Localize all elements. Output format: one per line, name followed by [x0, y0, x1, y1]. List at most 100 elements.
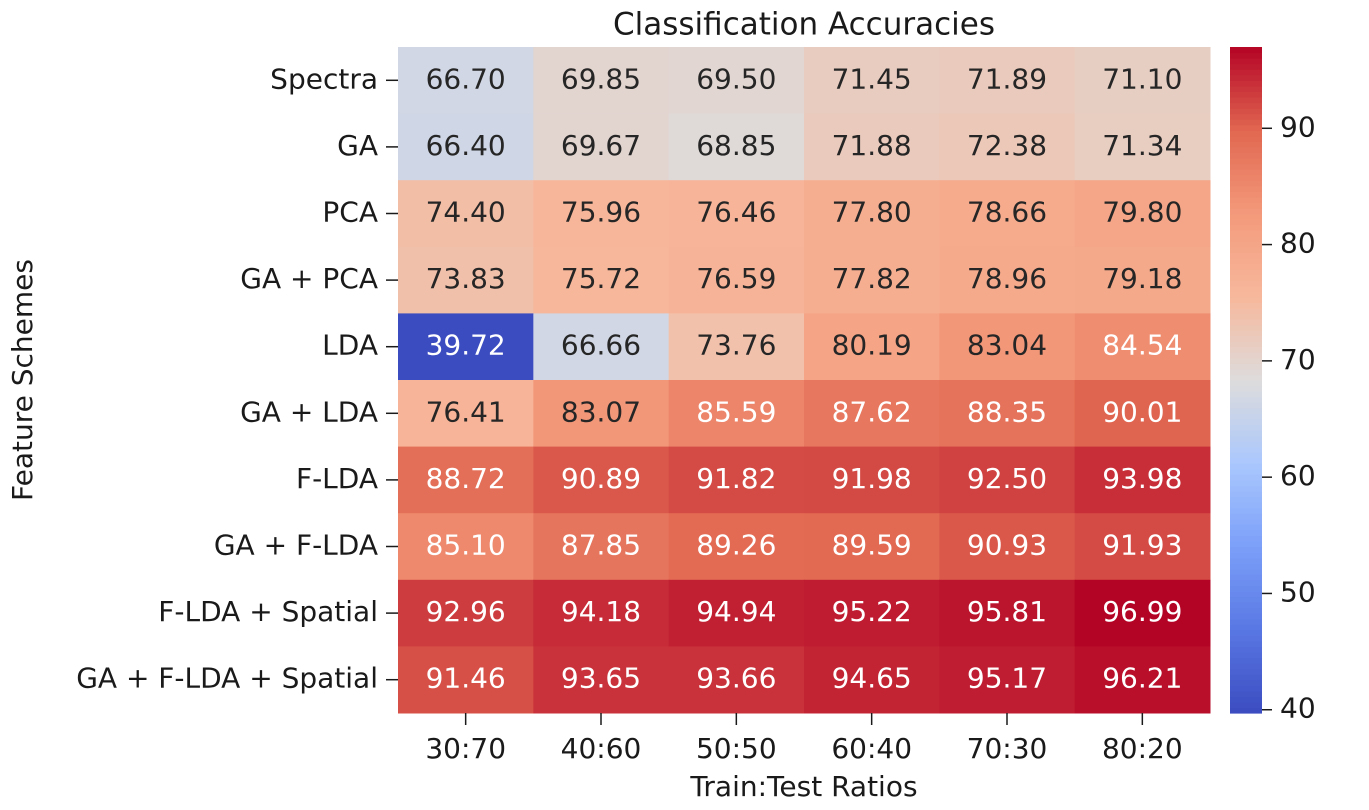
heatmap-cell [1074, 246, 1211, 314]
y-tick-label: GA + F-LDA + Spatial [76, 662, 378, 695]
cell-label: 96.99 [1102, 595, 1182, 628]
colorbar-segment [1230, 596, 1262, 603]
colorbar-segment [1230, 402, 1262, 409]
colorbar-segment [1230, 380, 1262, 387]
cell-label: 78.66 [967, 196, 1047, 229]
colorbar-segment [1230, 679, 1262, 686]
chart-title: Classification Accuracies [613, 7, 995, 43]
colorbar-segment [1230, 235, 1262, 242]
colorbar-segment [1230, 191, 1262, 198]
heatmap-cell [668, 246, 805, 314]
colorbar-tick-label: 90 [1280, 110, 1316, 143]
heatmap-cell [668, 380, 805, 448]
cell-label: 39.72 [426, 329, 506, 362]
colorbar-segment [1230, 341, 1262, 348]
heatmap-cell [804, 380, 940, 448]
cell-label: 85.59 [696, 395, 776, 428]
cell-label: 73.83 [426, 262, 506, 295]
colorbar-segment [1230, 535, 1262, 542]
y-tick-label: GA + LDA [240, 395, 378, 428]
x-tick-label: 50:50 [696, 732, 777, 765]
heatmap-cell [533, 313, 670, 381]
colorbar-segment [1230, 213, 1262, 220]
colorbar-segment [1230, 257, 1262, 265]
colorbar-segment [1230, 169, 1262, 176]
colorbar-segment [1230, 391, 1262, 398]
colorbar-segment [1230, 407, 1262, 414]
cell-label: 66.40 [426, 129, 506, 162]
cell-label: 78.96 [967, 262, 1047, 295]
heatmap-cell [533, 646, 670, 714]
colorbar-segment [1230, 463, 1262, 470]
heatmap-cell [804, 47, 940, 115]
colorbar-segment [1230, 491, 1262, 498]
cell-label: 66.70 [426, 62, 506, 95]
colorbar-segment [1230, 152, 1262, 159]
colorbar-segment [1230, 557, 1262, 564]
heatmap-cell [939, 380, 1076, 448]
colorbar-segment [1230, 474, 1262, 481]
colorbar-segment [1230, 124, 1262, 131]
heatmap-cell [939, 513, 1076, 581]
heatmap-cell [668, 113, 805, 181]
cell-label: 75.72 [561, 262, 641, 295]
cell-label: 91.46 [426, 662, 506, 695]
colorbar-segment [1230, 224, 1262, 231]
colorbar-segment [1230, 263, 1262, 270]
heatmap-cell [533, 180, 670, 248]
cell-label: 69.67 [561, 129, 641, 162]
cell-label: 95.81 [967, 595, 1047, 628]
cell-label: 83.04 [967, 329, 1047, 362]
cell-label: 71.45 [832, 62, 912, 95]
cell-label: 75.96 [561, 196, 641, 229]
heatmap-cell [1074, 47, 1211, 115]
cell-label: 90.93 [967, 529, 1047, 562]
colorbar-segment [1230, 202, 1262, 209]
heatmap-cell [533, 579, 670, 647]
cell-label: 93.98 [1102, 462, 1182, 495]
colorbar-segment [1230, 96, 1262, 104]
heatmap-cell [1074, 380, 1211, 448]
colorbar-segment [1230, 546, 1262, 553]
cell-label: 90.89 [561, 462, 641, 495]
colorbar-segment [1230, 113, 1262, 120]
colorbar-segment [1230, 468, 1262, 475]
heatmap-cell [398, 47, 534, 115]
heatmap-cell [533, 113, 670, 181]
cell-label: 76.59 [696, 262, 776, 295]
colorbar-segment [1230, 291, 1262, 298]
y-tick-label: F-LDA + Spatial [158, 595, 378, 628]
cell-label: 94.18 [561, 595, 641, 628]
cell-label: 89.26 [696, 529, 776, 562]
cell-label: 89.59 [832, 529, 912, 562]
y-tick-label: GA + F-LDA [214, 529, 378, 562]
heatmap-cell [398, 246, 534, 314]
cell-label: 87.85 [561, 529, 641, 562]
colorbar-segment [1230, 452, 1262, 459]
y-tick-label: LDA [322, 329, 378, 362]
colorbar-segment [1230, 479, 1262, 487]
cell-label: 93.66 [696, 662, 776, 695]
colorbar-segment [1230, 435, 1262, 442]
heatmap-cell [398, 446, 534, 514]
heatmap-cell [668, 513, 805, 581]
colorbar-segment [1230, 646, 1262, 653]
heatmap-cell [939, 246, 1076, 314]
cell-label: 96.21 [1102, 662, 1182, 695]
colorbar-segment [1230, 457, 1262, 464]
colorbar-segment [1230, 219, 1262, 226]
colorbar-segment [1230, 685, 1262, 692]
y-tick-label: F-LDA [296, 462, 378, 495]
colorbar-segment [1230, 274, 1262, 281]
colorbar-segment [1230, 318, 1262, 326]
cell-label: 71.34 [1102, 129, 1182, 162]
heatmap-cell [398, 113, 534, 181]
heatmap-cell [1074, 513, 1211, 581]
cell-label: 87.62 [832, 395, 912, 428]
colorbar-segment [1230, 385, 1262, 392]
colorbar-segment [1230, 108, 1262, 115]
colorbar-segment [1230, 180, 1262, 187]
heatmap-cell [1074, 579, 1211, 647]
cell-label: 80.19 [832, 329, 912, 362]
